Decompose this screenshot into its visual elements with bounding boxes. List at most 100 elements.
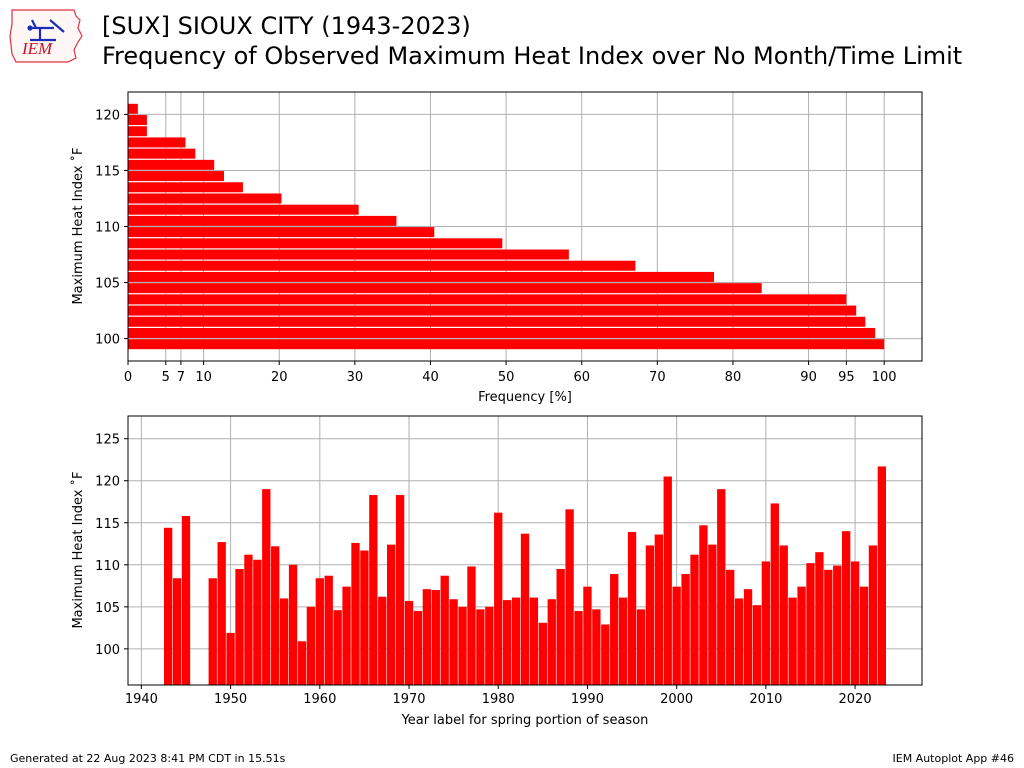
frequency-bar <box>128 271 715 282</box>
top-x-tick-label: 30 <box>347 370 364 385</box>
year-bar <box>333 610 342 685</box>
year-bar <box>824 569 833 685</box>
year-bar <box>279 598 289 685</box>
top-bars <box>128 103 885 350</box>
year-bar <box>253 559 262 685</box>
frequency-bar <box>128 227 435 238</box>
top-x-tick-label: 5 <box>162 370 170 385</box>
year-bar <box>806 563 815 685</box>
year-bar <box>743 589 753 685</box>
bottom-x-tick-label: 1950 <box>214 692 247 707</box>
frequency-bar <box>128 316 866 327</box>
top-x-tick-label: 7 <box>177 370 185 385</box>
top-x-tick-label: 100 <box>872 370 897 385</box>
year-bar <box>387 544 396 685</box>
frequency-bar <box>128 137 186 148</box>
top-x-axis-label: Frequency [%] <box>478 390 572 405</box>
top-y-tick-label: 110 <box>95 221 120 236</box>
bottom-y-tick-label: 110 <box>95 559 120 574</box>
bottom-y-tick-label: 125 <box>95 433 120 448</box>
year-bar <box>797 586 806 685</box>
year-bar <box>717 489 726 685</box>
chart-subtitle: Frequency of Observed Maximum Heat Index… <box>102 42 963 70</box>
year-bar <box>235 568 244 685</box>
year-bar <box>699 525 708 685</box>
frequency-bar <box>128 294 847 305</box>
frequency-bar <box>128 159 215 170</box>
year-bar <box>378 596 387 685</box>
year-bar <box>672 586 681 685</box>
year-bar <box>360 550 369 685</box>
year-bar <box>306 606 316 685</box>
year-bar <box>663 476 672 685</box>
year-bar <box>226 632 235 685</box>
year-bar <box>297 641 307 685</box>
year-bar <box>601 624 610 685</box>
year-bar <box>217 542 226 685</box>
top-x-tick-label: 0 <box>124 370 132 385</box>
year-bar <box>833 565 842 685</box>
year-bar <box>574 611 583 685</box>
top-y-ticks: 100 105 110 115 120 <box>95 108 128 348</box>
bottom-x-tick-label: 2000 <box>660 692 693 707</box>
chart-title: [SUX] SIOUX CITY (1943-2023) <box>102 12 471 40</box>
year-bar <box>726 569 735 685</box>
bottom-x-tick-label: 2020 <box>839 692 872 707</box>
year-bar <box>761 561 771 685</box>
app-id: IEM Autoplot App #46 <box>892 752 1015 765</box>
year-bar <box>850 561 860 685</box>
bottom-x-tick-label: 1990 <box>571 692 604 707</box>
year-bar <box>449 599 458 685</box>
year-bar <box>413 611 423 685</box>
generated-timestamp: Generated at 22 Aug 2023 8:41 PM CDT in … <box>10 752 286 765</box>
bottom-y-axis-label: Maximum Heat Index ˚F <box>70 471 86 628</box>
year-bar <box>422 589 432 685</box>
top-y-axis-label: Maximum Heat Index ˚F <box>70 147 86 304</box>
top-x-tick-label: 70 <box>649 370 666 385</box>
top-x-tick-label: 10 <box>195 370 212 385</box>
year-bar <box>271 546 280 685</box>
year-bar <box>752 605 762 685</box>
year-bar <box>565 509 574 685</box>
year-bar <box>431 590 440 685</box>
frequency-bar <box>128 126 147 137</box>
year-bar <box>708 544 717 685</box>
year-bar <box>520 533 530 685</box>
year-bar <box>511 597 521 685</box>
year-bar <box>592 609 601 685</box>
bottom-y-tick-label: 120 <box>95 475 120 490</box>
year-bar <box>681 574 690 685</box>
year-bar <box>494 512 503 685</box>
bottom-y-ticks: 100 105 110 115 120 125 <box>95 433 128 658</box>
year-bar <box>485 606 494 685</box>
year-bar <box>467 566 476 685</box>
iowa-state-outline <box>9 9 83 63</box>
year-bar <box>734 598 744 685</box>
year-bar <box>627 532 637 685</box>
frequency-bar <box>128 171 225 182</box>
bottom-y-tick-label: 100 <box>95 643 120 658</box>
frequency-bar <box>128 115 147 126</box>
weather-station-icon <box>28 19 65 42</box>
year-bar <box>583 586 592 685</box>
year-bar <box>547 599 556 685</box>
frequency-bar <box>128 182 243 193</box>
sensor-icon <box>27 25 33 31</box>
year-bar <box>395 495 405 685</box>
frequency-bar <box>128 283 762 294</box>
frequency-bar <box>128 339 885 350</box>
top-y-tick-label: 105 <box>95 277 120 292</box>
year-bar <box>610 574 619 685</box>
year-bar <box>779 545 788 685</box>
year-bar <box>877 466 887 685</box>
top-x-tick-label: 80 <box>725 370 742 385</box>
year-bar <box>788 597 797 685</box>
year-bar <box>181 516 191 685</box>
frequency-bar <box>128 249 569 260</box>
bottom-x-axis-label: Year label for spring portion of season <box>401 713 649 728</box>
year-bar <box>645 545 655 685</box>
year-bar <box>262 489 271 685</box>
year-bar <box>556 568 565 685</box>
frequency-chart: 0 5 7 10 20 30 40 50 60 70 80 90 95 100 1001051101151… <box>70 91 923 405</box>
year-bar <box>502 600 512 685</box>
